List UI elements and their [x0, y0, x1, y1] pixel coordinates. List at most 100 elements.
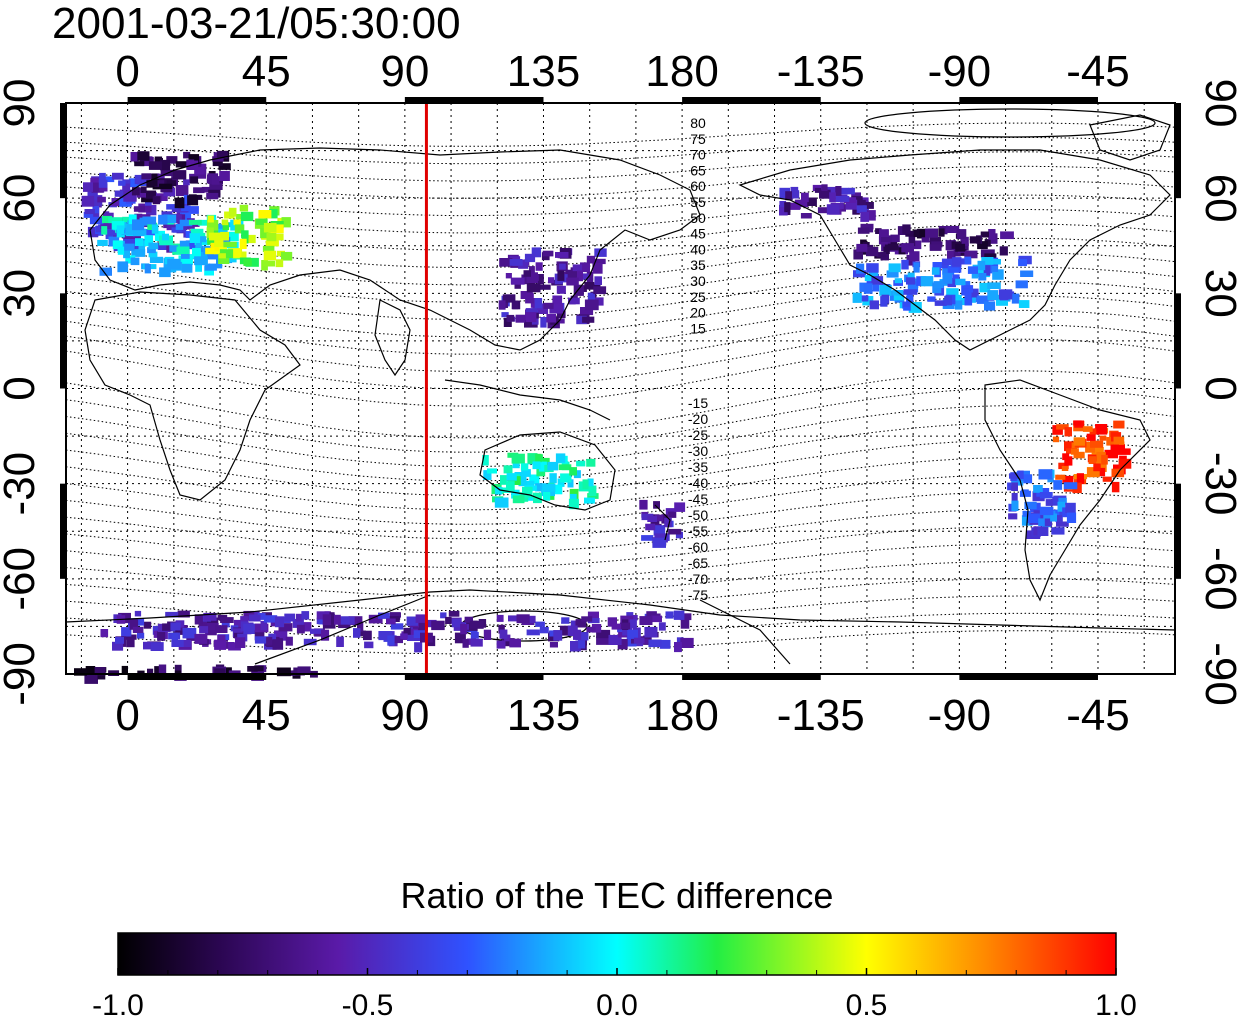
contour-label: 75	[690, 131, 706, 147]
tec-cell	[1058, 497, 1067, 505]
tec-cell	[1023, 474, 1033, 484]
tec-cell	[835, 186, 842, 197]
tec-cell	[151, 180, 158, 187]
tec-cell	[971, 292, 978, 298]
tec-cell	[84, 209, 95, 215]
latitude-ticks-right: 90 60 30 0 -30 -60 -90	[1196, 79, 1240, 706]
tec-cell	[128, 214, 137, 225]
tec-cell	[190, 228, 204, 238]
tec-cell	[658, 622, 666, 631]
tec-cell	[934, 300, 947, 306]
tec-cell	[171, 632, 178, 644]
tec-cell	[580, 262, 590, 273]
tec-cell	[509, 259, 523, 266]
tec-cell	[1021, 489, 1029, 496]
magnetic-contour	[65, 324, 1176, 390]
tec-cell	[794, 199, 809, 208]
tec-cell	[387, 635, 395, 646]
tec-cell	[378, 631, 393, 641]
tec-cell	[102, 215, 113, 224]
tec-cell	[100, 176, 115, 183]
tec-cell	[496, 614, 504, 622]
tec-cell	[573, 470, 581, 479]
tec-cell	[909, 251, 920, 262]
tec-cell	[84, 673, 98, 684]
tec-cell	[992, 269, 1004, 280]
tec-cell	[1011, 482, 1018, 491]
magnetic-contour	[65, 223, 1176, 268]
tec-cell	[859, 199, 866, 206]
magnetic-contour	[65, 543, 1176, 583]
tec-cell	[180, 212, 192, 223]
tec-cell	[907, 272, 915, 278]
tec-cell	[535, 453, 542, 463]
tec-cell	[483, 629, 492, 640]
contour-label: -75	[688, 587, 708, 603]
tec-cell	[881, 235, 892, 242]
tec-cell	[204, 617, 219, 629]
tec-cell	[188, 206, 199, 214]
tec-cell	[587, 611, 599, 619]
contour-label: -35	[688, 459, 708, 475]
tec-cell	[1073, 420, 1082, 426]
tec-cell	[260, 620, 267, 631]
tec-cell	[945, 240, 956, 251]
tec-cell	[511, 300, 519, 310]
tec-cell	[87, 226, 99, 238]
tec-cell	[144, 190, 157, 199]
tec-cell	[122, 216, 130, 223]
tec-cell	[500, 475, 507, 485]
tec-cell	[144, 235, 154, 247]
tec-cell	[947, 250, 956, 261]
latitude-tick-label: 0	[0, 376, 44, 400]
tec-cell	[532, 461, 541, 470]
tec-cell	[241, 230, 249, 239]
tec-cell	[856, 205, 867, 213]
tec-cell	[1008, 513, 1018, 520]
tec-cell	[235, 637, 246, 648]
tec-cell	[228, 231, 239, 241]
tec-cell	[174, 197, 185, 209]
frame-bar-bottom	[682, 674, 821, 680]
tec-cell	[807, 197, 817, 206]
tec-cell	[903, 301, 910, 307]
tec-cell	[97, 239, 108, 246]
tec-cell	[549, 473, 557, 484]
tec-cell	[226, 255, 237, 263]
tec-cell	[518, 259, 529, 269]
tec-cell	[1037, 526, 1049, 536]
tec-cell	[235, 214, 244, 220]
magnetic-contour	[65, 370, 1176, 439]
tec-cell	[526, 629, 540, 636]
tec-cell	[521, 469, 531, 477]
tec-cell	[578, 640, 586, 649]
tec-cell	[557, 318, 565, 324]
tec-cell	[959, 298, 967, 306]
tec-cell	[542, 250, 554, 257]
tec-cell	[826, 204, 840, 215]
tec-cell	[205, 629, 217, 636]
tec-cell	[1000, 231, 1014, 240]
colorbar-tick-label: 1.0	[1095, 989, 1137, 1022]
tec-cell	[94, 667, 106, 676]
tec-cell	[668, 528, 682, 535]
tec-cell	[243, 259, 252, 266]
tec-cell	[460, 623, 468, 635]
tec-cell	[182, 254, 193, 265]
tec-cell	[255, 218, 268, 225]
tec-cell	[108, 217, 122, 224]
tec-cell	[512, 495, 525, 504]
tec-cell	[516, 614, 530, 624]
tec-cell	[228, 248, 242, 258]
tec-cell	[132, 219, 145, 231]
tec-cell	[952, 257, 962, 267]
longitude-ticks-top: 0 45 90 135 180 -135 -90 -45	[115, 47, 1129, 96]
tec-cell	[1011, 493, 1018, 503]
tec-cell	[920, 276, 934, 287]
tec-cell	[99, 267, 112, 276]
contour-label: 25	[690, 289, 706, 305]
tec-cell	[567, 479, 574, 488]
tec-cell	[219, 249, 234, 259]
tec-cell	[933, 281, 944, 289]
contour-label: 50	[690, 210, 706, 226]
